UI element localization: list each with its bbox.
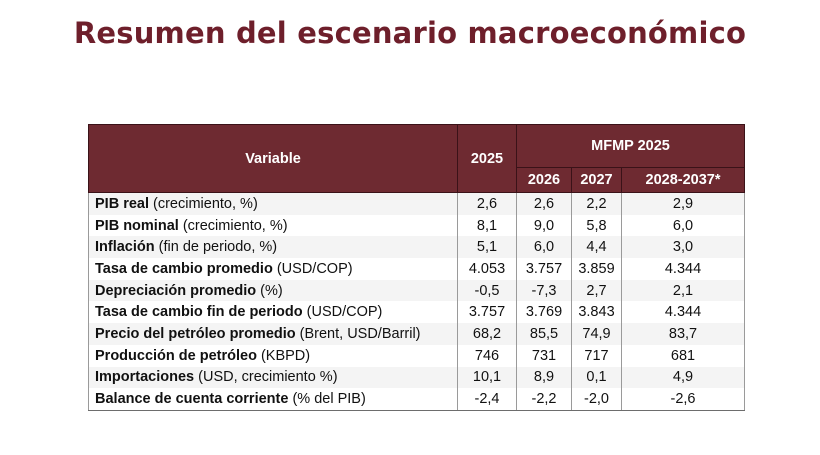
- value-cell: 2,7: [571, 279, 622, 302]
- table-row: Producción de petróleo (KBPD) 746 731 717 68…: [88, 344, 746, 367]
- value-cell: 3.757: [516, 258, 572, 280]
- value-cell: 746: [457, 344, 517, 367]
- variable-unit: (USD, crecimiento %): [194, 369, 338, 386]
- variable-name: Tasa de cambio promedio: [95, 260, 273, 277]
- value-cell: 3.843: [571, 301, 622, 324]
- value-cell: 2,6: [457, 192, 517, 215]
- table-row: Balance de cuenta corriente (% del PIB) -…: [88, 388, 746, 411]
- value-cell: 2,1: [620, 279, 746, 302]
- value-cell: 4.344: [620, 258, 746, 280]
- variable-name: Precio del petróleo promedio: [95, 325, 296, 342]
- table-row: Tasa de cambio fin de periodo (USD/COP) 3…: [88, 301, 746, 324]
- value-cell: -2,6: [620, 388, 746, 411]
- value-cell: -2,0: [571, 388, 622, 411]
- variable-cell: Precio del petróleo promedio (Brent, USD…: [88, 323, 458, 345]
- value-cell: 2,2: [571, 192, 622, 215]
- table-row: Precio del petróleo promedio (Brent, USD…: [88, 323, 746, 345]
- value-cell: 4,9: [620, 366, 746, 389]
- value-cell: 4.053: [457, 258, 517, 280]
- value-cell: 9,0: [516, 214, 572, 237]
- value-cell: 5,1: [457, 236, 517, 259]
- variable-name: Inflación: [95, 239, 155, 256]
- header-years-2028-2037: 2028-2037*: [620, 167, 746, 193]
- variable-unit: (Brent, USD/Barril): [295, 325, 421, 342]
- value-cell: 74,9: [571, 323, 622, 345]
- variable-cell: Depreciación promedio (%): [88, 279, 458, 302]
- macro-summary-table: Variable 2025 MFMP 2025 2026 2027 2028-2…: [88, 124, 746, 411]
- value-cell: 681: [620, 344, 746, 367]
- value-cell: 6,0: [516, 236, 572, 259]
- variable-cell: Tasa de cambio promedio (USD/COP): [88, 258, 458, 280]
- header-mfmp-group: MFMP 2025: [515, 124, 746, 168]
- value-cell: 8,9: [516, 366, 572, 389]
- value-cell: 10,1: [457, 366, 517, 389]
- slide-title: Resumen del escenario macroeconómico: [73, 16, 747, 50]
- value-cell: -2,4: [457, 388, 517, 411]
- value-cell: 0,1: [571, 366, 622, 389]
- value-cell: -0,5: [457, 279, 517, 302]
- variable-unit: (%): [256, 282, 283, 299]
- value-cell: 68,2: [457, 323, 517, 345]
- variable-cell: Balance de cuenta corriente (% del PIB): [88, 388, 458, 411]
- table-row: Importaciones (USD, crecimiento %) 10,1 8,…: [88, 366, 746, 389]
- variable-cell: Producción de petróleo (KBPD): [88, 344, 458, 367]
- variable-name: Tasa de cambio fin de periodo: [95, 304, 303, 321]
- variable-cell: Tasa de cambio fin de periodo (USD/COP): [88, 301, 458, 324]
- value-cell: 83,7: [620, 323, 746, 345]
- table-row: PIB nominal (crecimiento, %) 8,1 9,0 5,8 6,0: [88, 214, 746, 237]
- table-row: Depreciación promedio (%) -0,5 -7,3 2,7 2,1: [88, 279, 746, 302]
- header-variable: Variable: [88, 124, 458, 193]
- variable-name: PIB real: [95, 195, 149, 212]
- value-cell: -7,3: [516, 279, 572, 302]
- value-cell: 717: [571, 344, 622, 367]
- variable-unit: (USD/COP): [302, 304, 383, 321]
- header-year-2027: 2027: [571, 167, 622, 193]
- table-row: Inflación (fin de periodo, %) 5,1 6,0 4,4 3,…: [88, 236, 746, 259]
- value-cell: 4.344: [620, 301, 746, 324]
- variable-unit: (USD/COP): [272, 260, 353, 277]
- table-row: Tasa de cambio promedio (USD/COP) 4.053 3.…: [88, 258, 746, 280]
- variable-name: Importaciones: [95, 369, 195, 386]
- value-cell: 85,5: [516, 323, 572, 345]
- value-cell: 5,8: [571, 214, 622, 237]
- header-year-2025: 2025: [457, 124, 517, 193]
- table-row: PIB real (crecimiento, %) 2,6 2,6 2,2 2,9: [88, 192, 746, 215]
- value-cell: 8,1: [457, 214, 517, 237]
- variable-unit: (fin de periodo, %): [154, 239, 278, 256]
- variable-unit: (% del PIB): [288, 391, 366, 408]
- value-cell: 6,0: [620, 214, 746, 237]
- value-cell: 2,6: [516, 192, 572, 215]
- table-body: PIB real (crecimiento, %) 2,6 2,6 2,2 2,9 PIB…: [88, 192, 746, 411]
- value-cell: 3.859: [571, 258, 622, 280]
- value-cell: 3.757: [457, 301, 517, 324]
- variable-name: Balance de cuenta corriente: [95, 391, 289, 408]
- variable-unit: (crecimiento, %): [149, 195, 258, 212]
- variable-unit: (KBPD): [256, 347, 311, 364]
- variable-name: Producción de petróleo: [95, 347, 257, 364]
- variable-unit: (crecimiento, %): [178, 217, 288, 234]
- variable-name: Depreciación promedio: [95, 282, 257, 299]
- value-cell: 731: [516, 344, 572, 367]
- value-cell: 3,0: [620, 236, 746, 259]
- variable-cell: Inflación (fin de periodo, %): [88, 236, 458, 259]
- header-year-2026: 2026: [516, 167, 572, 193]
- variable-cell: PIB nominal (crecimiento, %): [88, 214, 458, 237]
- value-cell: 3.769: [516, 301, 572, 324]
- value-cell: 4,4: [571, 236, 622, 259]
- variable-cell: Importaciones (USD, crecimiento %): [88, 366, 458, 389]
- value-cell: 2,9: [620, 192, 746, 215]
- value-cell: -2,2: [516, 388, 572, 411]
- variable-name: PIB nominal: [95, 217, 179, 234]
- variable-cell: PIB real (crecimiento, %): [88, 192, 458, 215]
